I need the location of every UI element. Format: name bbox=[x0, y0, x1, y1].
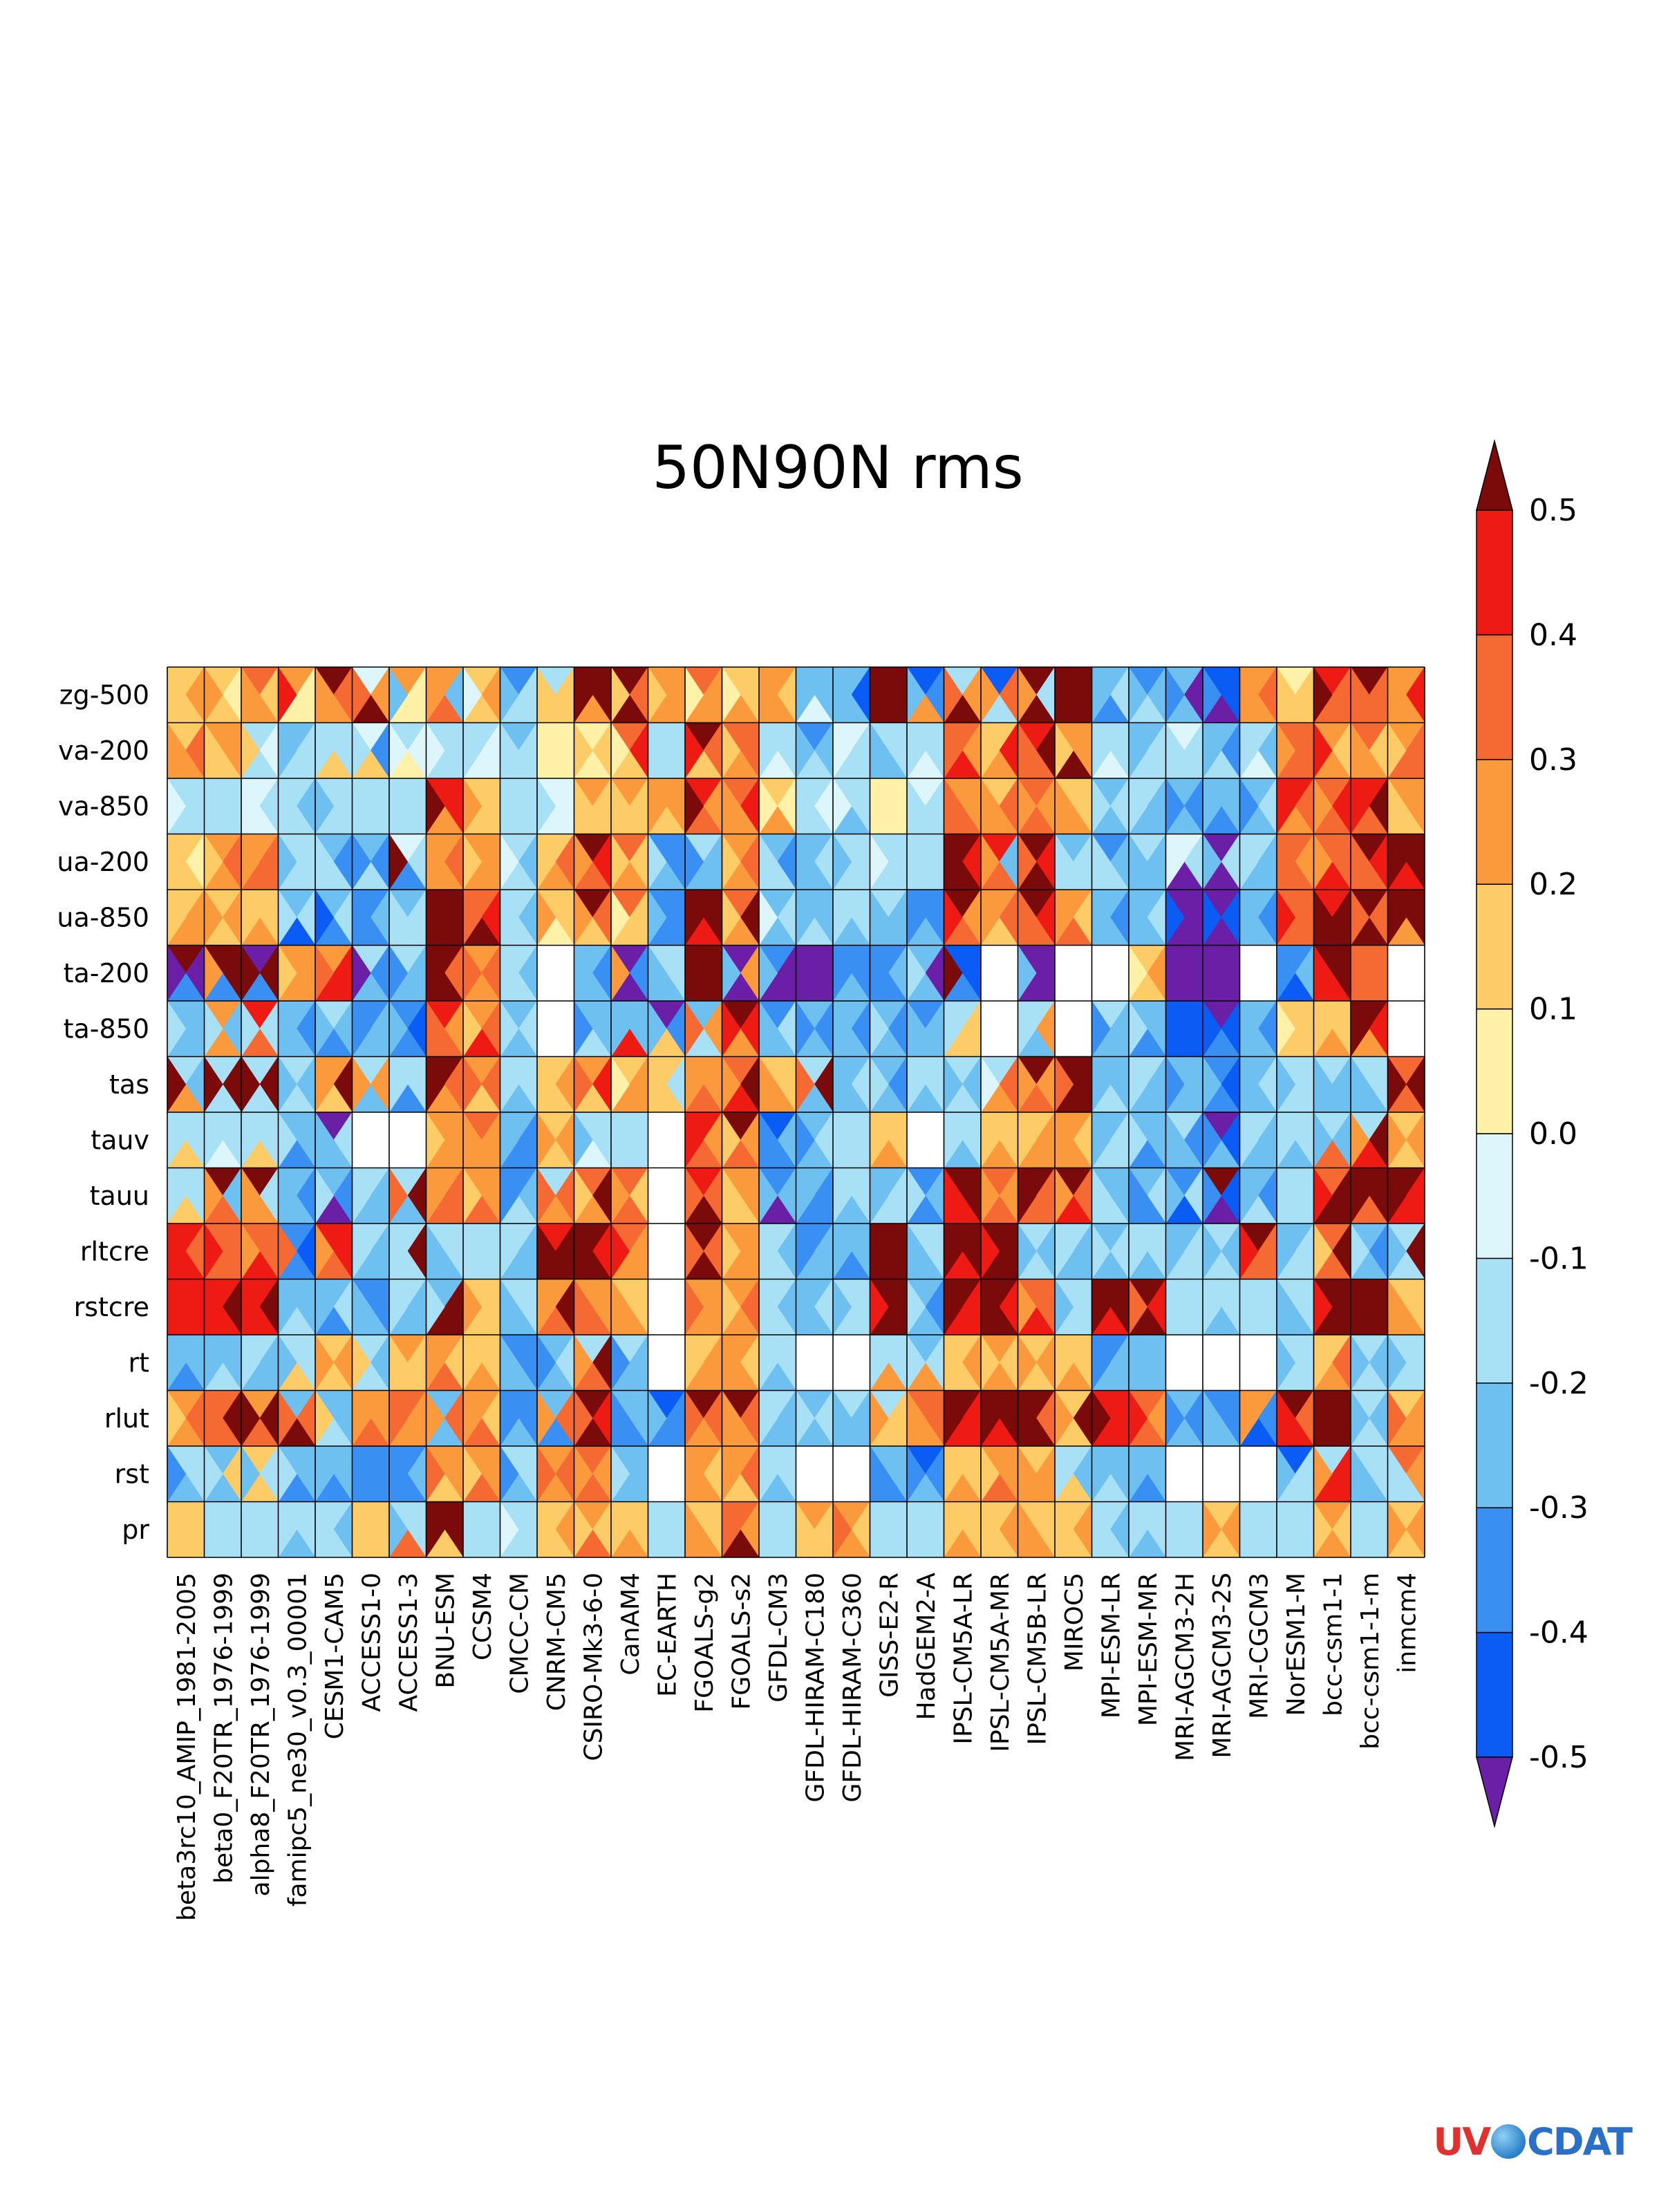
colorbar-tick-label: -0.2 bbox=[1529, 1366, 1588, 1401]
row-label: tas bbox=[109, 1069, 149, 1100]
row-label: va-200 bbox=[58, 735, 149, 766]
column-label: MRI-AGCM3-2H bbox=[1171, 1573, 1199, 1761]
column-label: MPI-ESM-LR bbox=[1097, 1573, 1125, 1718]
colorbar-tick-label: -0.5 bbox=[1529, 1740, 1588, 1775]
column-label: ACCESS1-0 bbox=[357, 1573, 386, 1712]
column-label: MIROC5 bbox=[1060, 1573, 1089, 1671]
colorbar-tick-label: 0.3 bbox=[1529, 742, 1577, 778]
colorbar: 0.5 0.4 0.3 0.2 0.1 0.0 -0.1 -0.2 -0.3 -0.4 -0.5 bbox=[1476, 439, 1588, 1828]
row-label: rltcre bbox=[80, 1236, 149, 1266]
column-label: CMCC-CM bbox=[505, 1573, 534, 1694]
colorbar-tick-label: -0.1 bbox=[1529, 1241, 1588, 1276]
column-label: HadGEM2-A bbox=[912, 1573, 941, 1721]
row-label: rstcre bbox=[74, 1292, 149, 1322]
colorbar-bin bbox=[1476, 1507, 1513, 1633]
logo-text-left: UV bbox=[1433, 2120, 1491, 2164]
column-label: CSIRO-Mk3-6-0 bbox=[579, 1573, 608, 1761]
row-label: va-850 bbox=[58, 791, 149, 821]
column-label: bcc-csm1-1 bbox=[1319, 1573, 1347, 1716]
colorbar-over-arrow bbox=[1476, 439, 1513, 511]
row-label: tauu bbox=[90, 1181, 149, 1211]
column-label: FGOALS-s2 bbox=[727, 1573, 756, 1710]
column-label: EC-EARTH bbox=[653, 1573, 682, 1697]
colorbar-bin bbox=[1476, 759, 1513, 885]
row-label: zg-500 bbox=[59, 679, 149, 710]
colorbar-bin bbox=[1476, 883, 1513, 1010]
column-label: BNU-ESM bbox=[431, 1573, 460, 1689]
globe-icon bbox=[1491, 2124, 1526, 2159]
row-label: ta-850 bbox=[64, 1013, 149, 1044]
column-label: CESM1-CAM5 bbox=[321, 1573, 349, 1739]
column-label: ACCESS1-3 bbox=[395, 1573, 423, 1712]
row-label: ta-200 bbox=[64, 958, 149, 988]
colorbar-bin bbox=[1476, 1008, 1513, 1134]
column-label: MPI-ESM-MR bbox=[1134, 1573, 1163, 1726]
colorbar-under-arrow bbox=[1476, 1756, 1513, 1828]
heatmap-cells bbox=[167, 666, 1425, 1558]
colorbar-tick-label: 0.1 bbox=[1529, 992, 1577, 1027]
column-label: bcc-csm1-1-m bbox=[1356, 1573, 1385, 1750]
column-label: IPSL-CM5A-MR bbox=[986, 1573, 1015, 1752]
column-label: CNRM-CM5 bbox=[543, 1573, 571, 1711]
uvcdat-logo: UV CDAT bbox=[1433, 2120, 1633, 2164]
column-label: alpha8_F20TR_1976-1999 bbox=[247, 1573, 275, 1896]
column-label: IPSL-CM5A-LR bbox=[949, 1573, 977, 1745]
heatmap-grid bbox=[167, 666, 1425, 1558]
colorbar-tick-label: -0.3 bbox=[1529, 1490, 1588, 1526]
colorbar-bin bbox=[1476, 1382, 1513, 1508]
colorbar-bin bbox=[1476, 634, 1513, 760]
row-label: rlut bbox=[104, 1403, 149, 1434]
column-label: GFDL-CM3 bbox=[765, 1573, 793, 1703]
column-label: CanAM4 bbox=[617, 1573, 645, 1676]
row-label: tauv bbox=[91, 1125, 149, 1155]
chart-title: 50N90N rms bbox=[652, 433, 1023, 503]
column-label: CCSM4 bbox=[469, 1573, 497, 1660]
row-label: ua-850 bbox=[57, 902, 149, 932]
column-label: GFDL-HIRAM-C360 bbox=[838, 1573, 867, 1803]
column-labels: beta3rc10_AMIP_1981-2005 beta0_F20TR_1976… bbox=[173, 1573, 1422, 1921]
column-label: IPSL-CM5B-LR bbox=[1023, 1573, 1051, 1745]
row-label: ua-200 bbox=[57, 847, 149, 877]
colorbar-tick-label: 0.0 bbox=[1529, 1116, 1577, 1152]
column-label: inmcm4 bbox=[1393, 1573, 1421, 1674]
row-label: pr bbox=[122, 1515, 149, 1545]
colorbar-tick-label: -0.4 bbox=[1529, 1615, 1588, 1651]
logo-text-right: CDAT bbox=[1527, 2120, 1633, 2164]
colorbar-tick-label: 0.5 bbox=[1529, 493, 1577, 528]
column-label: MRI-CGCM3 bbox=[1245, 1573, 1273, 1719]
colorbar-bin bbox=[1476, 1257, 1513, 1384]
colorbar-bin bbox=[1476, 1133, 1513, 1259]
column-label: famipc5_ne30_v0.3_00001 bbox=[283, 1573, 312, 1906]
column-label: beta3rc10_AMIP_1981-2005 bbox=[173, 1573, 201, 1921]
colorbar-bin bbox=[1476, 509, 1513, 636]
column-label: GFDL-HIRAM-C180 bbox=[801, 1573, 830, 1803]
column-label: FGOALS-g2 bbox=[691, 1573, 719, 1713]
row-label: rt bbox=[128, 1347, 149, 1378]
row-labels: zg-500 va-200 va-850 ua-200 ua-850 ta-200 ta-8… bbox=[57, 679, 149, 1545]
row-label: rst bbox=[115, 1459, 149, 1489]
colorbar-tick-label: 0.2 bbox=[1529, 867, 1577, 902]
column-label: GISS-E2-R bbox=[875, 1573, 903, 1698]
colorbar-tick-label: 0.4 bbox=[1529, 617, 1577, 653]
colorbar-bin bbox=[1476, 1631, 1513, 1758]
column-label: beta0_F20TR_1976-1999 bbox=[209, 1573, 238, 1884]
column-label: NorESM1-M bbox=[1282, 1573, 1311, 1716]
column-label: MRI-AGCM3-2S bbox=[1208, 1573, 1237, 1759]
